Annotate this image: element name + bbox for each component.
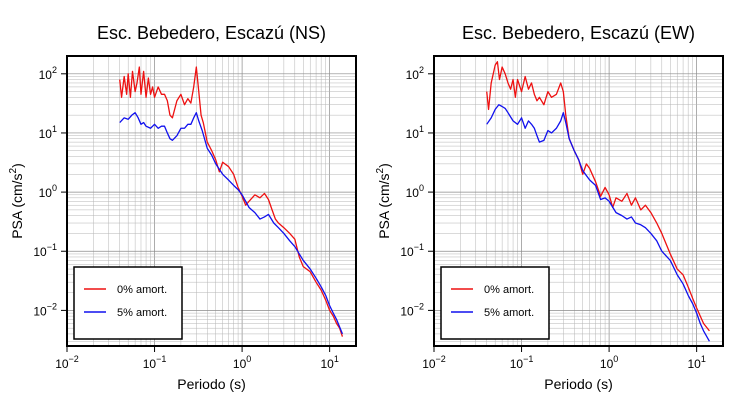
legend-label: 0% amort. <box>117 284 167 296</box>
x-tick-exp: 1 <box>334 354 339 364</box>
y-tick-exp: 0 <box>419 183 424 193</box>
y-tick-exp: 2 <box>419 65 424 75</box>
x-tick-base: 10 <box>687 357 701 371</box>
plot-frame <box>66 55 357 347</box>
x-tick-base: 10 <box>55 357 69 371</box>
y-tick-base: 10 <box>406 186 420 200</box>
x-tick-base: 10 <box>510 357 524 371</box>
y-tick-label: 102 <box>406 65 424 82</box>
y-tick-base: 10 <box>33 304 47 318</box>
y-tick-exp: −1 <box>414 242 424 252</box>
y-tick-label: 10−2 <box>33 301 57 318</box>
x-tick-label: 101 <box>687 354 705 371</box>
x-tick-exp: −2 <box>69 354 79 364</box>
y-tick-label: 10−2 <box>400 301 424 318</box>
plot-frame <box>433 55 724 347</box>
x-axis-label: Periodo (s) <box>544 376 612 392</box>
y-tick-exp: 2 <box>52 65 57 75</box>
y-tick-exp: 1 <box>52 124 57 134</box>
x-tick-exp: −1 <box>156 354 166 364</box>
x-tick-label: 100 <box>600 354 618 371</box>
x-tick-label: 10−2 <box>55 354 79 371</box>
x-tick-exp: 1 <box>701 354 706 364</box>
x-tick-exp: 0 <box>613 354 618 364</box>
x-tick-label: 10−1 <box>510 354 534 371</box>
legend: 0% amort. 5% amort. <box>73 266 183 340</box>
legend: 0% amort. 5% amort. <box>440 266 550 340</box>
y-tick-exp: 0 <box>52 183 57 193</box>
x-tick-base: 10 <box>233 357 247 371</box>
chart-title: Esc. Bebedero, Escazú (NS) <box>97 23 326 43</box>
y-tick-label: 101 <box>406 124 424 141</box>
legend-label: 5% amort. <box>117 307 167 319</box>
legend-box <box>73 266 183 340</box>
x-tick-label: 10−2 <box>422 354 446 371</box>
legend-box <box>440 266 550 340</box>
series-line-amort-0 <box>119 66 344 337</box>
y-tick-label: 102 <box>39 65 57 82</box>
y-axis-label: PSA (cm/s2) <box>375 163 392 239</box>
x-tick-base: 10 <box>422 357 436 371</box>
x-axis-label: Periodo (s) <box>177 376 245 392</box>
x-tick-label: 100 <box>233 354 251 371</box>
x-tick-exp: −1 <box>523 354 533 364</box>
legend-label: 0% amort. <box>484 284 534 296</box>
series-line-amort-5 <box>486 104 711 342</box>
x-tick-base: 10 <box>600 357 614 371</box>
y-tick-label: 100 <box>406 183 424 200</box>
y-tick-base: 10 <box>39 68 53 82</box>
y-tick-label: 101 <box>39 124 57 141</box>
y-tick-base: 10 <box>33 245 47 259</box>
x-tick-label: 101 <box>320 354 338 371</box>
y-tick-label: 10−1 <box>33 242 57 259</box>
y-tick-label: 10−1 <box>400 242 424 259</box>
y-tick-exp: −1 <box>47 242 57 252</box>
y-tick-exp: 1 <box>419 124 424 134</box>
x-tick-exp: −2 <box>436 354 446 364</box>
y-tick-base: 10 <box>400 304 414 318</box>
x-tick-base: 10 <box>320 357 334 371</box>
y-tick-base: 10 <box>39 186 53 200</box>
y-tick-exp: −2 <box>47 301 57 311</box>
chart-title: Esc. Bebedero, Escazú (EW) <box>462 23 695 43</box>
grid <box>66 55 357 346</box>
y-tick-base: 10 <box>39 127 53 141</box>
y-tick-base: 10 <box>400 245 414 259</box>
y-tick-label: 100 <box>39 183 57 200</box>
y-axis-label: PSA (cm/s2) <box>8 163 25 239</box>
y-tick-base: 10 <box>406 68 420 82</box>
y-tick-base: 10 <box>406 127 420 141</box>
series-line-amort-5 <box>119 112 344 335</box>
x-tick-label: 10−1 <box>143 354 167 371</box>
legend-label: 5% amort. <box>484 307 534 319</box>
y-tick-exp: −2 <box>414 301 424 311</box>
x-tick-exp: 0 <box>246 354 251 364</box>
x-tick-base: 10 <box>143 357 157 371</box>
